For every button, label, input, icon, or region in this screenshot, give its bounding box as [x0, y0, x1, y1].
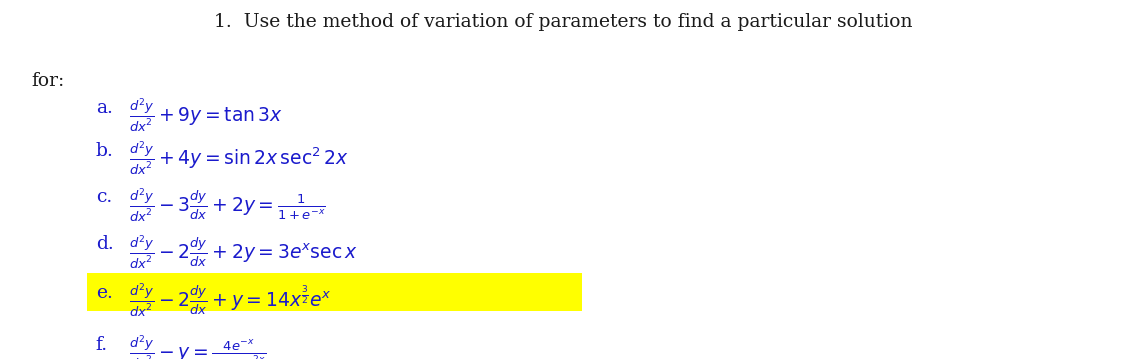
- Text: for:: for:: [32, 72, 65, 90]
- Text: $\frac{d^2y}{dx^2} + 9y = \tan 3x$: $\frac{d^2y}{dx^2} + 9y = \tan 3x$: [129, 97, 284, 134]
- Text: $\frac{d^2y}{dx^2} - 2\frac{dy}{dx} + 2y = 3e^{x}\sec x$: $\frac{d^2y}{dx^2} - 2\frac{dy}{dx} + 2y…: [129, 233, 358, 271]
- Text: e.: e.: [96, 284, 113, 302]
- Text: f.: f.: [96, 336, 108, 354]
- Text: 1.  Use the method of variation of parameters to find a particular solution: 1. Use the method of variation of parame…: [214, 13, 912, 31]
- Text: $\frac{d^2y}{dx^2} - 2\frac{dy}{dx} + y = 14x^{\frac{3}{2}}e^{x}$: $\frac{d^2y}{dx^2} - 2\frac{dy}{dx} + y …: [129, 282, 332, 319]
- Text: $\frac{d^2y}{dx^2} + 4y = \sin 2x\,\sec^2 2x$: $\frac{d^2y}{dx^2} + 4y = \sin 2x\,\sec^…: [129, 140, 349, 177]
- Text: d.: d.: [96, 235, 114, 253]
- Text: $\frac{d^2y}{dx^2} - y = \frac{4e^{-x}}{1+e^{-2x}}$: $\frac{d^2y}{dx^2} - y = \frac{4e^{-x}}{…: [129, 334, 267, 359]
- Text: c.: c.: [96, 188, 111, 206]
- Text: a.: a.: [96, 99, 113, 117]
- Text: b.: b.: [96, 142, 114, 160]
- Text: $\frac{d^2y}{dx^2} - 3\frac{dy}{dx} + 2y = \frac{1}{1+e^{-x}}$: $\frac{d^2y}{dx^2} - 3\frac{dy}{dx} + 2y…: [129, 187, 327, 224]
